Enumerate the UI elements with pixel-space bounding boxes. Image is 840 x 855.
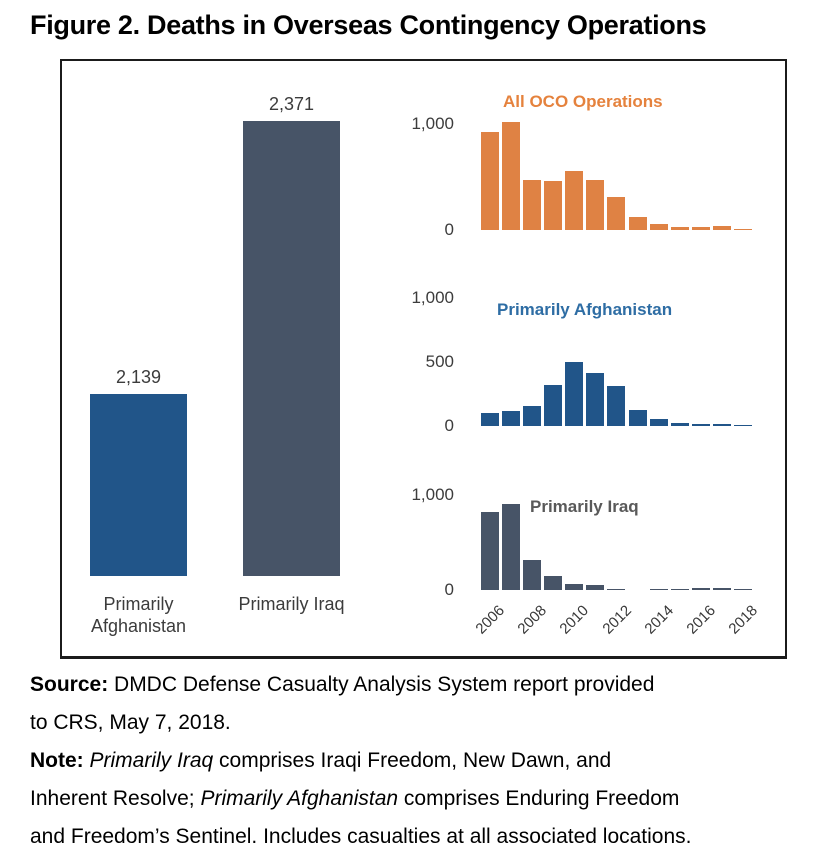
x-tick-2018: 2018 [725, 602, 762, 638]
bar-2007 [502, 121, 521, 230]
bar-2012 [607, 197, 626, 230]
note-italic-iraq: Primarily Iraq [89, 749, 214, 772]
bar-2009 [544, 575, 563, 590]
x-tick-2016: 2016 [683, 602, 719, 638]
bar-2013 [628, 409, 647, 426]
x-tick-2008: 2008 [514, 602, 551, 638]
y-tick-label: 500 [425, 352, 454, 371]
y-tick-label: 0 [444, 220, 454, 239]
bar-2013 [628, 216, 647, 230]
bar-2016 [691, 226, 710, 230]
source-note: Source: DMDC Defense Casualty Analysis S… [30, 666, 832, 742]
x-tick-2014: 2014 [641, 602, 677, 638]
bar-2012 [607, 588, 626, 590]
main-bar-1 [243, 121, 340, 576]
bar-2006 [481, 511, 499, 590]
histogram-title-all-oco: All OCO Operations [503, 92, 663, 111]
bar-2012 [607, 386, 626, 426]
histogram-title-iraq: Primarily Iraq [530, 497, 639, 516]
note-italic-afghanistan: Primarily Afghanistan [200, 787, 399, 810]
bar-2006 [481, 413, 499, 426]
bar-2015 [670, 588, 689, 590]
histogram-title-afghanistan: Primarily Afghanistan [497, 300, 673, 319]
note-label: Note: [30, 749, 84, 772]
note-line1-rest: comprises Iraqi Freedom, New Dawn, and [213, 749, 612, 772]
source-text-line2: to CRS, May 7, 2018. [30, 711, 231, 734]
note-line2-pre: Inherent Resolve; [30, 787, 201, 810]
note-line3: and Freedom’s Sentinel. Includes casualt… [30, 825, 692, 848]
main-bar-value: 2,371 [268, 94, 315, 114]
bar-2017 [712, 225, 731, 230]
bar-2011 [586, 584, 605, 590]
x-tick-2006: 2006 [472, 602, 509, 638]
x-tick-2010: 2010 [556, 602, 593, 638]
histogram-iraq [481, 500, 752, 590]
bar-2016 [691, 588, 710, 590]
bar-2008 [523, 406, 542, 426]
main-bar-category: Primarily Afghanistan [90, 594, 187, 636]
main-bar-chart: 2,139 Primarily Afghanistan 2,371 Primarily… [62, 61, 785, 656]
bar-2007 [502, 411, 521, 426]
main-bar-category: Primarily Iraq [238, 594, 345, 614]
bar-2011 [586, 372, 605, 426]
bar-2018 [733, 588, 752, 590]
bar-2015 [670, 423, 689, 426]
x-tick-2012: 2012 [598, 602, 635, 638]
bar-2010 [565, 170, 584, 230]
source-label: Source: [30, 673, 109, 696]
histogram-afghanistan [481, 358, 752, 426]
bar-2009 [544, 180, 563, 230]
bar-2016 [691, 424, 710, 426]
y-tick-label: 1,000 [411, 485, 454, 504]
chart-box: 2,139 Primarily Afghanistan 2,371 Primarily… [60, 59, 787, 659]
bar-2018 [733, 424, 752, 426]
main-bar-value: 2,139 [115, 367, 162, 387]
bar-2006 [481, 132, 499, 230]
source-text-line1: DMDC Defense Casualty Analysis System re… [108, 673, 655, 696]
histogram-all-oco [481, 118, 752, 230]
bar-2008 [523, 180, 542, 230]
y-tick-label: 0 [444, 580, 454, 599]
bar-2015 [670, 227, 689, 230]
bar-2018 [733, 228, 752, 230]
bar-2008 [523, 560, 542, 590]
bar-2007 [502, 504, 521, 590]
bar-2017 [712, 423, 731, 426]
y-tick-label: 0 [444, 416, 454, 435]
bar-2014 [649, 223, 668, 230]
bar-2010 [565, 362, 584, 426]
note-text: Note: Primarily Iraq comprises Iraqi Fre… [30, 742, 832, 855]
bar-2010 [565, 584, 584, 590]
bar-2014 [649, 418, 668, 426]
bar-2014 [649, 588, 668, 590]
main-bar-0 [90, 394, 187, 576]
y-tick-label: 1,000 [411, 114, 454, 133]
bar-2009 [544, 385, 563, 426]
bar-2011 [586, 179, 605, 230]
bar-2017 [712, 588, 731, 590]
note-line2-rest: comprises Enduring Freedom [398, 787, 680, 810]
figure-title: Figure 2. Deaths in Overseas Contingency… [30, 10, 707, 40]
y-tick-label: 1,000 [411, 288, 454, 307]
